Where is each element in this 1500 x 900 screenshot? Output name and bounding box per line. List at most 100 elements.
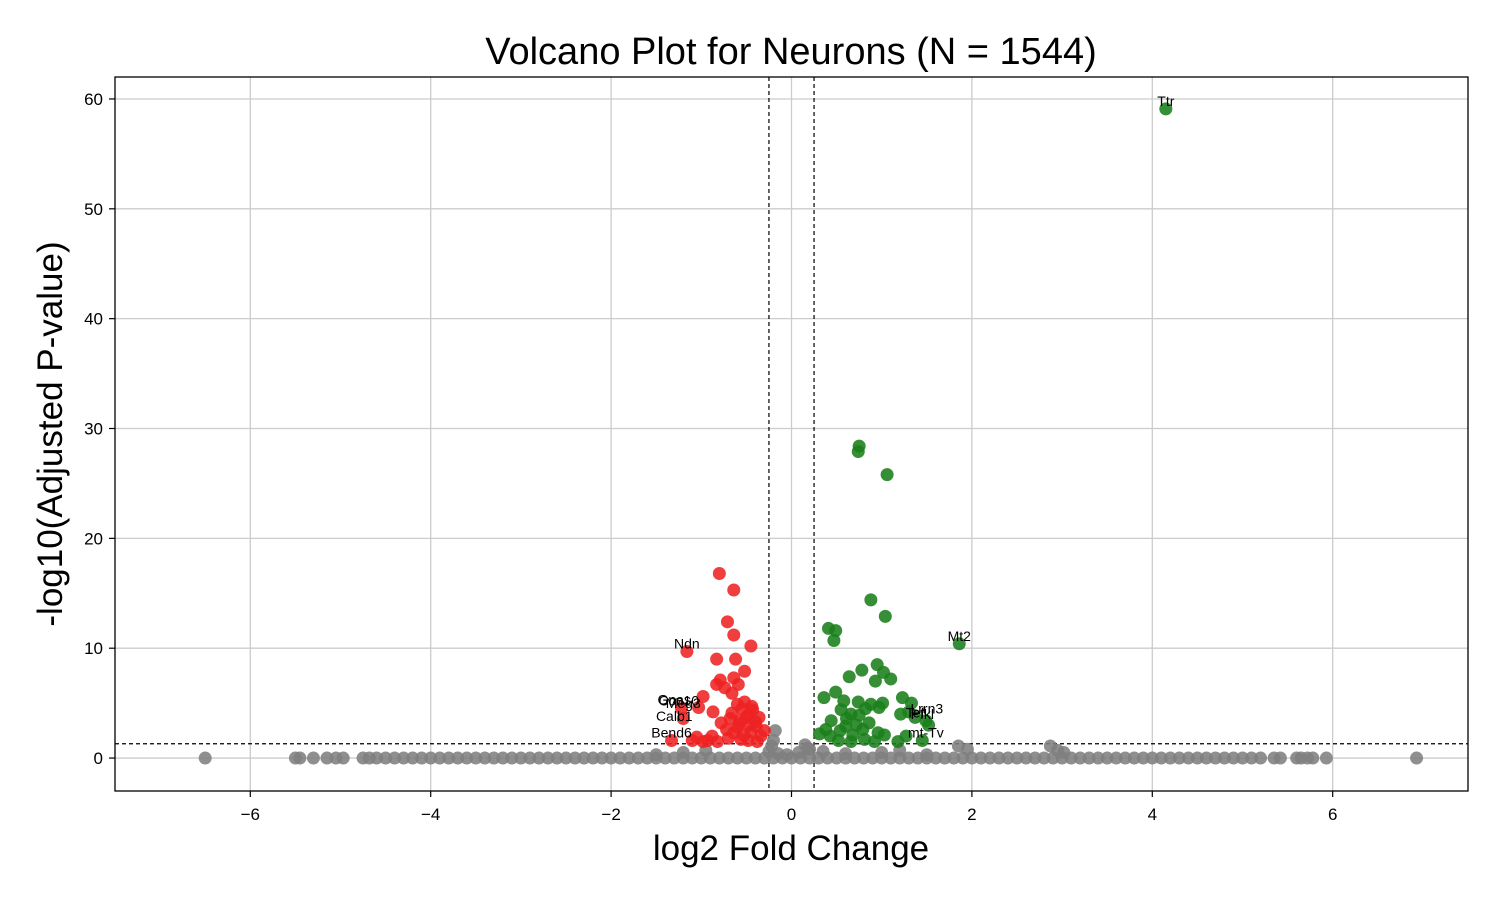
data-point-up: [855, 663, 869, 677]
data-point-ns: [676, 746, 690, 760]
data-point-down: [732, 717, 746, 731]
data-point-ns: [424, 751, 438, 765]
data-point-ns: [739, 751, 753, 765]
data-point-down: [706, 705, 720, 719]
data-point-up: [817, 691, 831, 705]
data-point-up: [952, 637, 966, 651]
data-point-ns: [816, 744, 830, 758]
data-point-ns: [1127, 751, 1141, 765]
data-point-up: [844, 735, 858, 749]
data-point-up: [831, 733, 845, 747]
data-point-ns: [1410, 751, 1424, 765]
data-point-up: [842, 670, 856, 684]
data-point-ns: [514, 751, 528, 765]
data-point-ns: [1118, 751, 1132, 765]
data-point-ns: [1319, 751, 1333, 765]
data-point-ns: [780, 748, 794, 762]
data-point-up: [891, 735, 905, 749]
data-point-ns: [1254, 751, 1268, 765]
data-point-ns: [857, 751, 871, 765]
x-tick-label: 6: [1328, 805, 1337, 824]
data-point-ns: [320, 751, 334, 765]
data-point-ns: [469, 751, 483, 765]
data-point-ns: [478, 751, 492, 765]
data-point-ns: [433, 751, 447, 765]
data-point-ns: [839, 747, 853, 761]
gene-label: Mt2: [948, 628, 972, 644]
data-point-ns: [992, 751, 1006, 765]
data-point-up: [858, 732, 872, 746]
data-point-ns: [1172, 751, 1186, 765]
x-axis-label: log2 Fold Change: [653, 829, 929, 868]
data-point-ns: [974, 751, 988, 765]
data-point-ns: [1010, 751, 1024, 765]
data-point-ns: [1073, 751, 1087, 765]
data-point-ns: [1245, 751, 1259, 765]
data-point-up: [852, 708, 866, 722]
grid-lines: [115, 77, 1468, 791]
data-point-ns: [1136, 751, 1150, 765]
data-point-down: [729, 652, 743, 666]
data-point-ns: [293, 751, 307, 765]
data-point-ns: [902, 751, 916, 765]
data-point-ns: [938, 751, 952, 765]
data-point-ns: [1037, 751, 1051, 765]
gene-label: Ndn: [674, 635, 700, 651]
y-tick-label: 10: [84, 639, 103, 658]
data-point-up: [868, 674, 882, 688]
data-point-down: [680, 644, 694, 658]
data-point-ns: [541, 751, 555, 765]
gene-label: Ccn10: [659, 693, 700, 709]
data-point-ns: [960, 742, 974, 756]
data-point-ns: [460, 751, 474, 765]
gene-label: Calb1: [656, 708, 693, 724]
data-point-down: [745, 699, 759, 713]
data-point-ns: [532, 751, 546, 765]
data-point-ns: [496, 751, 510, 765]
data-point-down: [676, 712, 690, 726]
data-point-ns: [577, 751, 591, 765]
data-point-down: [744, 725, 758, 739]
gene-label: Ttr: [1157, 93, 1174, 109]
data-point-ns: [1145, 751, 1159, 765]
data-point-down: [674, 702, 688, 716]
data-point-up: [849, 718, 863, 732]
data-point-ns: [1217, 751, 1231, 765]
data-point-ns: [622, 751, 636, 765]
data-point-down: [720, 615, 734, 629]
data-points: [198, 102, 1424, 765]
data-point-up: [851, 445, 865, 459]
data-point-up: [908, 710, 922, 724]
data-point-ns: [1163, 751, 1177, 765]
data-point-up: [827, 634, 841, 648]
data-point-ns: [505, 751, 519, 765]
data-point-ns: [442, 751, 456, 765]
x-tick-label: −6: [241, 805, 260, 824]
data-point-ns: [983, 751, 997, 765]
y-tick-label: 20: [84, 529, 103, 548]
data-point-ns: [1199, 751, 1213, 765]
data-point-ns: [1154, 751, 1168, 765]
data-point-down: [696, 735, 710, 749]
data-point-ns: [1273, 751, 1287, 765]
data-point-down: [685, 733, 699, 747]
data-point-ns: [388, 751, 402, 765]
data-point-ns: [523, 751, 537, 765]
x-tick-label: −4: [421, 805, 440, 824]
data-point-ns: [604, 751, 618, 765]
data-point-ns: [631, 751, 645, 765]
y-tick-label: 30: [84, 420, 103, 439]
gene-label: Meg3: [666, 695, 701, 711]
data-point-down: [727, 583, 741, 597]
data-point-up: [922, 718, 936, 732]
data-point-ns: [768, 724, 782, 738]
data-point-down: [665, 733, 679, 747]
data-point-ns: [1091, 751, 1105, 765]
y-tick-label: 50: [84, 200, 103, 219]
data-point-ns: [1236, 751, 1249, 765]
gene-label: Tef: [906, 705, 925, 721]
